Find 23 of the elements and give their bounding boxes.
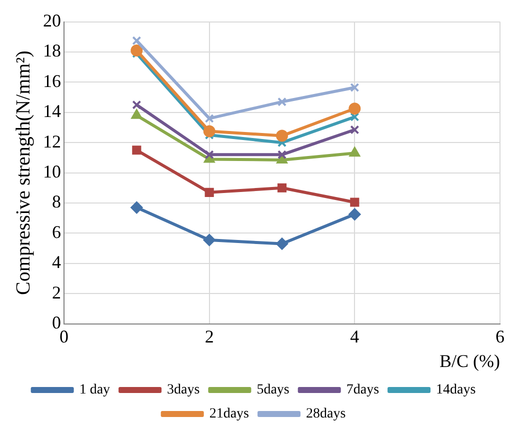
y-axis-title: Compressive strength(N/mm²) bbox=[12, 50, 34, 295]
y-tick-label: 14 bbox=[43, 101, 61, 122]
y-tick-label: 12 bbox=[43, 131, 61, 152]
legend-label: 21days bbox=[209, 406, 250, 422]
legend-label: 5days bbox=[256, 382, 290, 398]
y-tick-label: 10 bbox=[43, 162, 61, 182]
legend-label: 7days bbox=[346, 382, 380, 398]
y-tick-label: 20 bbox=[43, 10, 61, 31]
y-tick-label: 8 bbox=[52, 192, 61, 212]
x-tick-label: 6 bbox=[496, 326, 504, 346]
x-tick-label: 4 bbox=[350, 326, 360, 346]
legend-label: 14days bbox=[436, 382, 476, 398]
x-tick-label: 2 bbox=[204, 326, 214, 346]
legend-label: 1 day bbox=[79, 382, 110, 398]
legend-label: 28days bbox=[306, 406, 346, 422]
y-tick-label: 18 bbox=[43, 40, 61, 61]
y-tick-label: 4 bbox=[52, 252, 61, 272]
y-tick-label: 16 bbox=[43, 70, 61, 91]
x-axis-title: B/C (%) bbox=[440, 350, 500, 371]
y-tick-label: 0 bbox=[52, 312, 61, 333]
y-tick-label: 2 bbox=[52, 282, 61, 302]
y-tick-label: 6 bbox=[52, 222, 61, 242]
legend-label: 3days bbox=[167, 382, 200, 398]
